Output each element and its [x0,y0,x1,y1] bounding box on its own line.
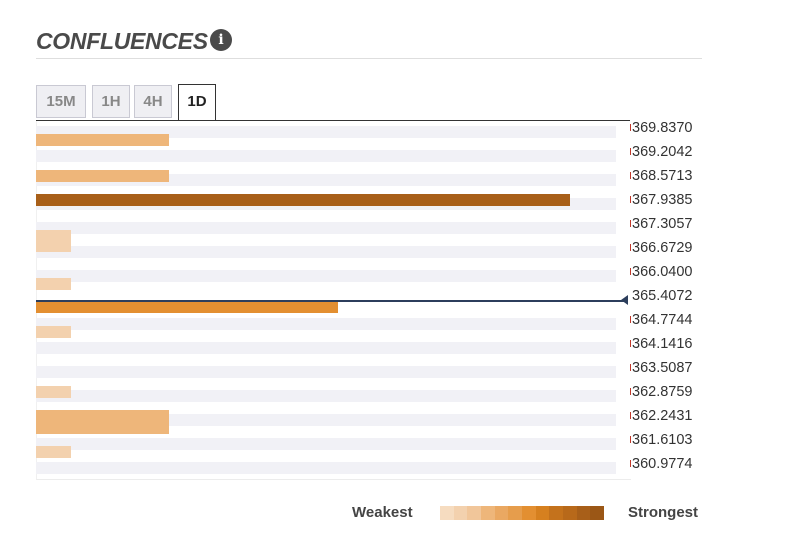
level-track [36,414,616,426]
confluence-bar[interactable] [36,194,570,206]
price-label: 369.8370 [632,120,693,136]
price-label: 362.8759 [632,384,693,400]
price-label: 368.5713 [632,168,693,184]
price-tick [630,316,631,323]
confluence-bar[interactable] [36,278,71,290]
price-label: 367.3057 [632,216,693,232]
price-label: 364.7744 [632,312,693,328]
price-label: 360.9774 [632,456,693,472]
level-track [36,390,616,402]
level-track [36,270,616,282]
price-label: 362.2431 [632,408,693,424]
tab-4h[interactable]: 4H [134,85,172,118]
level-track [36,246,616,258]
current-price-label: 365.4072 [632,288,693,304]
legend-swatch [440,506,454,520]
price-tick [630,460,631,467]
price-tick [630,196,631,203]
level-track [36,174,616,186]
price-label: 366.0400 [632,264,693,280]
legend-strongest-label: Strongest [628,504,699,521]
price-label: 367.9385 [632,192,693,208]
level-track [36,342,616,354]
price-tick [630,220,631,227]
confluence-bar[interactable] [36,230,71,252]
legend-swatch [480,506,495,520]
level-track [36,222,616,234]
legend-swatch [467,506,481,520]
level-track [36,150,616,162]
level-track [36,366,616,378]
legend-swatch [508,506,522,520]
legend-weakest-label: Weakest [352,504,413,521]
price-tick [630,436,631,443]
legend-swatch [590,506,604,520]
level-track [36,438,616,450]
tab-1d[interactable]: 1D [178,84,216,121]
info-icon[interactable]: i [210,29,232,51]
legend-swatch [494,506,509,520]
confluence-bar[interactable] [36,326,71,338]
confluence-bar[interactable] [36,410,169,434]
price-label: 366.6729 [632,240,693,256]
legend-color-scale [440,506,604,520]
legend-swatch [549,506,563,520]
price-tick [630,340,631,347]
tab-15m[interactable]: 15M [36,85,86,118]
price-tick [630,268,631,275]
level-track [36,462,616,474]
price-tick [630,364,631,371]
price-label: 363.5087 [632,360,693,376]
legend-swatch [535,506,550,520]
legend-swatch [521,506,536,520]
confluence-bar[interactable] [36,301,338,313]
legend-swatch [576,506,591,520]
confluence-bar[interactable] [36,134,169,146]
price-tick [630,124,631,131]
confluences-header: CONFLUENCES i [36,24,702,59]
confluence-bar[interactable] [36,446,71,458]
confluence-bar[interactable] [36,170,169,182]
price-label: 361.6103 [632,432,693,448]
level-track [36,318,616,330]
price-tick [630,172,631,179]
price-label: 364.1416 [632,336,693,352]
price-tick [630,148,631,155]
legend-swatch [453,506,468,520]
price-tick [630,388,631,395]
confluence-bar[interactable] [36,386,71,398]
level-track [36,126,616,138]
current-price-line [36,300,627,302]
price-tick [630,412,631,419]
legend-swatch [562,506,577,520]
current-price-marker-icon [621,295,628,305]
price-label: 369.2042 [632,144,693,160]
price-tick [630,244,631,251]
panel-top-border [36,120,630,121]
page-title: CONFLUENCES [36,28,208,54]
tab-1h[interactable]: 1H [92,85,130,118]
